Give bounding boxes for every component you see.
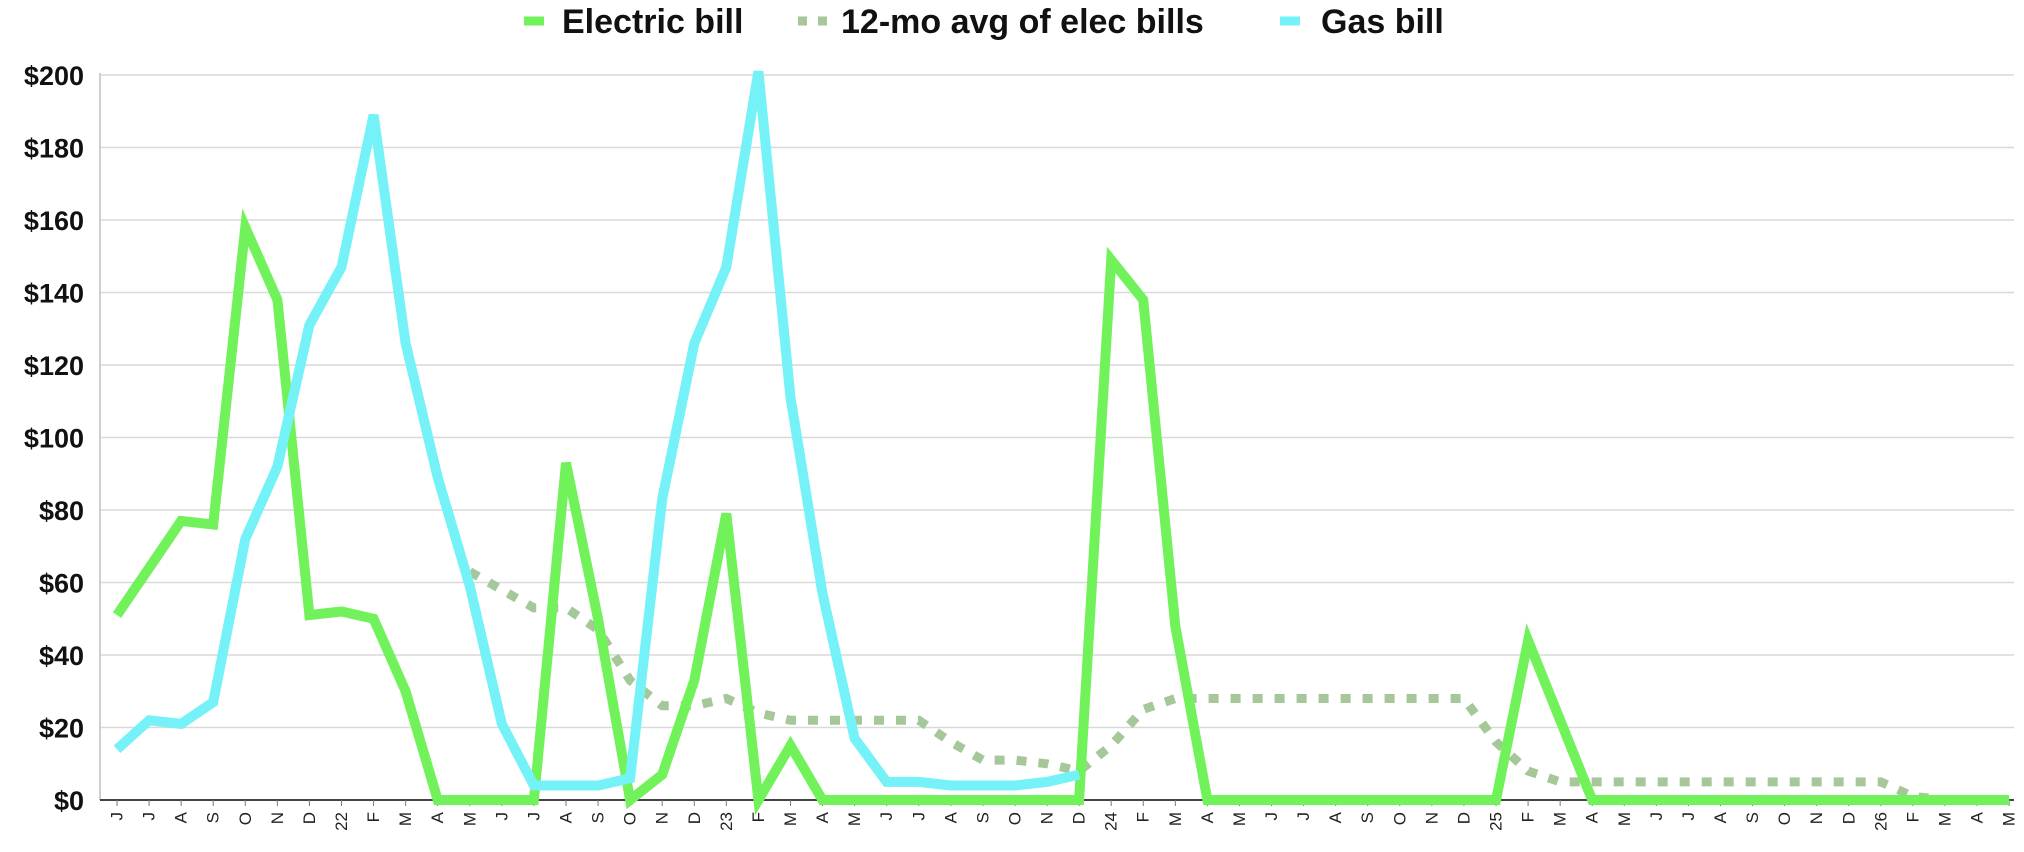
y-tick-label: $200 [24,61,84,91]
x-tick-label: F [1519,812,1538,822]
x-tick-label: A [428,811,447,823]
x-tick-label: F [1134,812,1153,822]
series-lines [112,70,2010,816]
x-tick-label: M [1551,812,1570,826]
x-tick-label: M [845,812,864,826]
x-tick-label: O [621,812,640,825]
y-tick-label: $160 [24,206,84,236]
x-tick-label: F [749,812,768,822]
x-tick-label: J [108,812,127,821]
series-line-gas-bill [113,70,1081,791]
x-tick-label: D [1454,812,1473,824]
x-tick-label: J [1262,812,1281,821]
x-tick-label: D [1070,812,1089,824]
x-tick-label: S [1358,812,1377,823]
x-tick-label: A [813,811,832,823]
x-tick-label: 25 [1487,812,1506,831]
x-tick-label: A [172,811,191,823]
y-tick-label: $60 [39,569,84,599]
x-tick-label: M [396,812,415,826]
y-tick-label: $0 [54,786,84,816]
x-tick-label: 23 [717,812,736,831]
x-tick-label: A [556,811,575,823]
x-tick-label: A [1326,811,1345,823]
x-tick-label: A [1711,811,1730,823]
x-tick-label: J [909,812,928,821]
x-tick-label: O [1775,812,1794,825]
x-tick-label: J [1679,812,1698,821]
x-tick-label: J [140,812,159,821]
x-tick-label: M [781,812,800,826]
x-tick-label: M [1615,812,1634,826]
x-tick-label: N [1807,812,1826,824]
x-tick-label: D [685,812,704,824]
x-tick-label: M [1935,812,1954,826]
x-tick-label: S [1743,812,1762,823]
x-tick-label: M [1166,812,1185,826]
x-tick-label: F [1903,812,1922,822]
y-tick-label: $20 [39,714,84,744]
legend-item: 12-mo avg of elec bills [798,3,1204,41]
x-tick-label: A [1968,811,1987,823]
x-tick-label: J [1294,812,1313,821]
legend-label: Gas bill [1321,3,1444,41]
x-tick-label: J [524,812,543,821]
x-tick-label: A [1198,811,1217,823]
legend-label: 12-mo avg of elec bills [841,3,1204,41]
x-tick-label: M [1230,812,1249,826]
x-tick-label: J [492,812,511,821]
x-tick-label: S [973,812,992,823]
x-tick-label: N [1422,812,1441,824]
legend-item: Electric bill [524,3,743,41]
y-tick-label: $180 [24,134,84,164]
x-tick-label: A [941,811,960,823]
legend-item: Gas bill [1280,3,1444,41]
x-tick-label: O [236,812,255,825]
y-axis: $0 $20 $40 $60 $80 $100 $120 $140 $160 $180 $200 [24,61,84,816]
x-tick-label: A [1583,811,1602,823]
x-tick-label: S [589,812,608,823]
y-tick-label: $40 [39,641,84,671]
x-tick-label: N [1038,812,1057,824]
x-tick-label: J [1647,812,1666,821]
y-tick-label: $140 [24,279,84,309]
series-line-12-mo-avg-of-elec-bills [467,567,2010,805]
x-tick-label: O [1390,812,1409,825]
x-tick-label: N [268,812,287,824]
x-tick-label: F [364,812,383,822]
x-tick-label: N [653,812,672,824]
x-tick-label: 26 [1871,812,1890,831]
x-tick-label: 22 [332,812,351,831]
y-tick-label: $80 [39,496,84,526]
legend-label: Electric bill [562,3,743,41]
x-tick-label: D [300,812,319,824]
x-tick-label: 24 [1102,812,1121,831]
x-tick-label: O [1005,812,1024,825]
x-tick-label: S [204,812,223,823]
x-tick-label: J [877,812,896,821]
x-tick-label: M [460,812,479,826]
y-tick-label: $100 [24,424,84,454]
x-tick-label: D [1839,812,1858,824]
x-tick-label: M [2000,812,2019,826]
gridlines [99,73,2014,801]
y-tick-label: $120 [24,351,84,381]
legend: Electric bill 12-mo avg of elec bills Gas … [524,3,1444,41]
series-line-electric-bill [112,208,2010,816]
